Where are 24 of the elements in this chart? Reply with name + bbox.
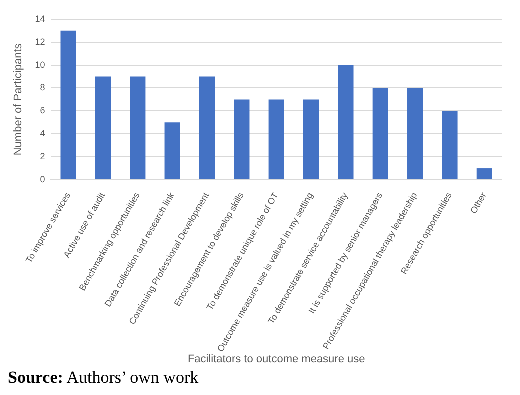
y-tick-label: 8 [40, 82, 46, 93]
bar [372, 88, 388, 180]
bar [95, 76, 112, 180]
bar [268, 100, 284, 180]
bar [199, 76, 216, 180]
bar [130, 76, 146, 180]
y-tick-label: 10 [35, 60, 46, 70]
source-note: Source: Authors’ own work [8, 368, 200, 388]
y-tick-label: 2 [40, 152, 46, 162]
bar [60, 30, 76, 180]
y-tick-label: 14 [35, 14, 46, 24]
bar [476, 168, 492, 180]
bar [442, 111, 458, 180]
y-axis-title: Number of Participants [12, 43, 25, 156]
bar [338, 65, 354, 180]
bar [234, 100, 250, 180]
bar [408, 88, 424, 180]
x-axis-title: Facilitators to outcome measure use [188, 353, 366, 366]
y-tick-label: 12 [35, 36, 46, 47]
bar [303, 100, 320, 180]
y-tick-label: 0 [40, 174, 46, 184]
y-tick-label: 6 [40, 106, 46, 116]
y-tick-label: 4 [40, 128, 46, 139]
bar [164, 122, 180, 180]
